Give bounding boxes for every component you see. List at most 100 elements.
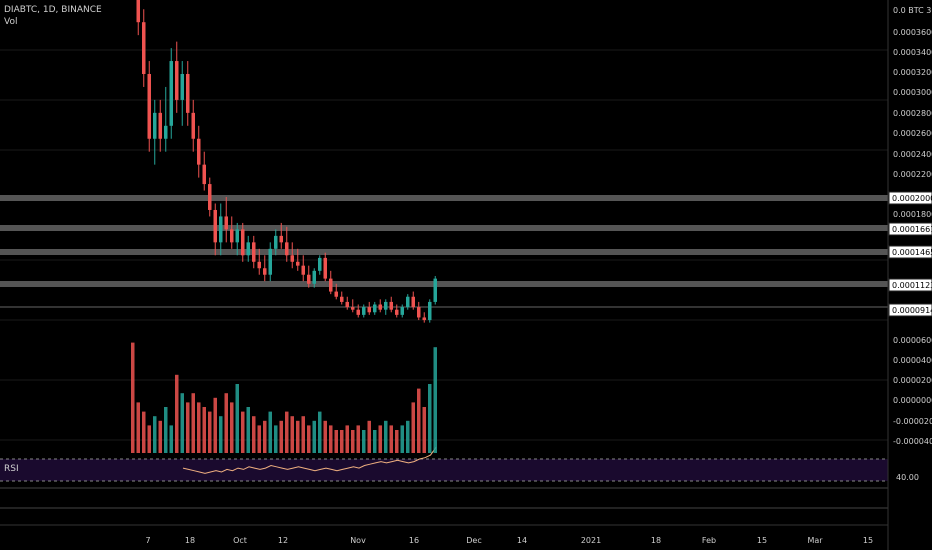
time-tick-label: Dec [466,536,481,545]
volume-bar [142,411,146,453]
volume-bar [433,347,437,453]
volume-bar [186,402,190,453]
candle-body [362,307,366,315]
volume-bar [362,430,366,453]
candle-body [252,242,256,262]
candle-body [274,235,278,249]
level-tag-label: 0.00014650 [892,248,932,257]
volume-bar [219,416,223,453]
volume-bar [318,411,322,453]
rsi-background [0,459,888,481]
candle-body [263,268,267,275]
candle-body [323,257,327,279]
time-tick-label: Oct [233,536,247,545]
candle-body [136,0,140,23]
price-tick-label: -0.00004000 [893,437,932,446]
price-tick-label: 0.00026000 [893,129,932,138]
volume-bar [131,342,135,453]
candle-body [384,301,388,310]
candle-body [329,278,333,292]
volume-bar [153,416,157,453]
candle-body [142,22,146,74]
candle-body [395,309,399,315]
volume-bar [422,407,426,453]
level-tag-box [888,222,932,236]
level-tag-box [888,245,932,259]
level-tag-box [888,303,932,317]
volume-bar [296,420,300,453]
candle-body [175,61,179,100]
volume-bar [285,411,289,453]
candle-body [400,307,404,315]
candle-body [406,296,410,308]
candle-body [356,309,360,315]
level-bands [0,195,888,308]
volume-bar [312,420,316,453]
volume-bar [290,416,294,453]
price-tick-label: 0.00032000 [893,68,932,77]
time-tick-label: 7 [145,536,150,545]
volume-bar [274,425,278,453]
volume-bar [224,393,228,453]
volume-bar [356,425,360,453]
volume-bar [257,425,261,453]
candle-body [345,301,349,308]
volume-bar [373,430,377,453]
candle-body [241,229,245,256]
candle-body [373,304,377,313]
time-tick-label: Feb [702,536,716,545]
volume-bar [389,425,393,453]
volume-bar [334,430,338,453]
candle-body [411,296,415,308]
level-tags: 0.00020000 0.00016610 0.00014650 0.00011230… [888,191,932,317]
volume-bar [417,388,421,453]
candle-body [279,235,283,243]
volume-bar [301,416,305,453]
volume-bar [158,420,162,453]
candle-body [334,291,338,297]
candle-body [147,74,151,139]
volume-bar [345,425,349,453]
candle-body [158,112,162,139]
price-axis-unit: 0.0 BTC 30 [893,6,932,15]
level-tag-box [888,191,932,205]
candle-body [202,164,206,185]
volume-bar [246,407,250,453]
candle-body [285,242,289,256]
volume-bar [235,384,239,453]
volume-bar [351,430,355,453]
symbol-title: DIABTC, 1D, BINANCE [4,5,102,15]
volume-bar [329,425,333,453]
volume-bar [180,393,184,453]
level-band [0,225,888,231]
price-tick-label: 0.00002000 [893,376,932,385]
volume-bar [395,430,399,453]
price-tick-label: 0.00036000 [893,28,932,37]
volume-bar [164,407,168,453]
volume-bar [202,407,206,453]
candle-body [257,261,261,269]
rsi-level-label: 40.00 [896,473,919,482]
level-tag-label: 0.00020000 [892,194,932,203]
volume-bar [241,411,245,453]
candle-body [417,307,421,318]
volume-bars [131,342,437,453]
rsi-pane: 40.00 [0,447,919,509]
volume-bar [411,402,415,453]
price-axis[interactable]: 0.0 BTC 30 0.00036000 0.00034000 0.00032000… [887,0,932,550]
time-tick-label: 18 [651,536,661,545]
volume-bar [323,420,327,453]
time-tick-label: 15 [863,536,873,545]
volume-bar [384,420,388,453]
level-band [0,195,888,201]
price-tick-label: 0.00018000 [893,210,932,219]
candle-body [191,112,195,139]
candle-body [246,242,250,256]
time-axis[interactable]: 7 18 Oct 12 Nov 16 Dec 14 2021 18 Feb 15 Mar 15 [0,524,888,545]
price-tick-label: 0.00004000 [893,356,932,365]
level-tag-label: 0.00011230 [892,281,932,290]
candle-body [197,138,201,165]
price-tick-label: 0.00006000 [893,336,932,345]
candle-body [433,278,437,302]
